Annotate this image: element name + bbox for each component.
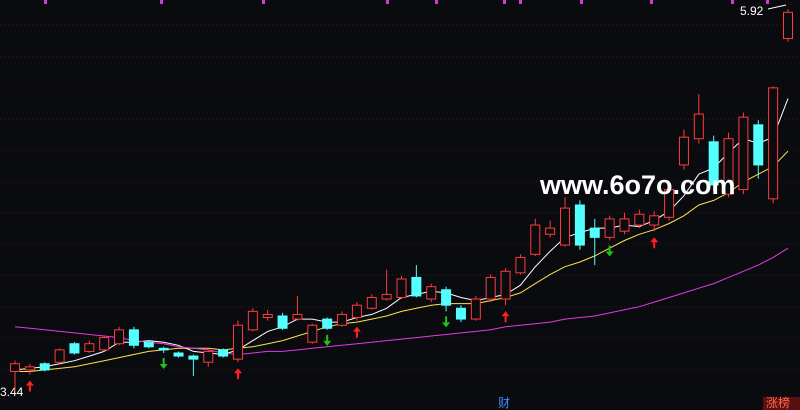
marker [580,0,583,4]
candle-body [723,138,734,195]
candle-body [545,227,556,235]
candle-body [84,343,95,352]
candle-body [10,363,20,372]
candle-body [247,310,258,331]
grid [0,24,800,371]
candle-body [218,349,229,357]
sell-arrow [605,245,614,257]
candle-body [753,124,764,166]
candle-body [277,315,288,329]
candle-body [708,141,719,186]
candle-body [426,286,437,300]
max-pointer [767,4,787,10]
candle-body [411,276,422,297]
sell-arrow [159,357,168,369]
candle-body [768,87,779,200]
candle-body [664,189,675,218]
candle-body [515,256,526,274]
candle-body [500,270,511,300]
marker [766,0,769,4]
candle-body [188,355,199,360]
candle-body [381,293,392,300]
candle-body [366,296,377,309]
candle-body [574,204,585,246]
candle-body [351,304,362,319]
candle-body [470,298,481,320]
candle-body [203,350,214,363]
candle-body [678,136,689,166]
min-label: 3.44 [0,385,24,399]
candle-body [560,207,571,246]
max-label: 5.92 [740,4,764,18]
marker [435,0,438,4]
footer-tag-bg [763,397,800,410]
marker [160,0,163,4]
buy-arrow [650,237,659,249]
candle-body [54,349,65,363]
buy-arrow [233,368,242,380]
watermark: www.6o7o.com [539,170,736,200]
plot [10,9,793,392]
candle-body [292,313,303,320]
marker [386,0,389,4]
candle-body [783,11,793,40]
marker [262,0,265,4]
candle-body [158,347,169,351]
candle-body [738,116,749,191]
candle-body [322,318,333,329]
candle-body [619,218,630,232]
candle-body [262,313,273,319]
buy-arrow [25,380,34,392]
candle-body [396,278,407,298]
ma-line [14,98,789,371]
candle-body [604,218,615,238]
footer-tag: 涨榜 [766,395,790,410]
candle-body [99,337,110,351]
candle-body [530,224,541,255]
sell-arrow [442,316,451,328]
marker [503,0,506,4]
marker [731,0,734,4]
candle-body [634,213,645,226]
marker [650,0,653,4]
candle-body [589,227,600,238]
candle-body [24,366,35,371]
candle-body [485,276,496,300]
sell-arrow [323,334,332,346]
candle-body [69,343,80,354]
candle-body [337,313,348,326]
buy-arrow [352,326,361,338]
marker [519,0,522,4]
buy-arrow [501,311,510,323]
ma-line [15,150,789,372]
marker [44,0,47,4]
ma-line [14,247,789,356]
candle-body [114,329,125,345]
candle-body [128,329,139,346]
candle-body [441,289,452,306]
candle-body [307,324,318,343]
candle-body [693,113,704,140]
candle-body [143,341,154,348]
candle-body [39,363,50,371]
top-markers [44,0,769,4]
footer-tag: 财 [498,396,510,410]
candle-body [649,215,660,226]
candle-body [232,324,243,360]
candle-body [173,352,184,357]
candle-body [455,307,466,320]
